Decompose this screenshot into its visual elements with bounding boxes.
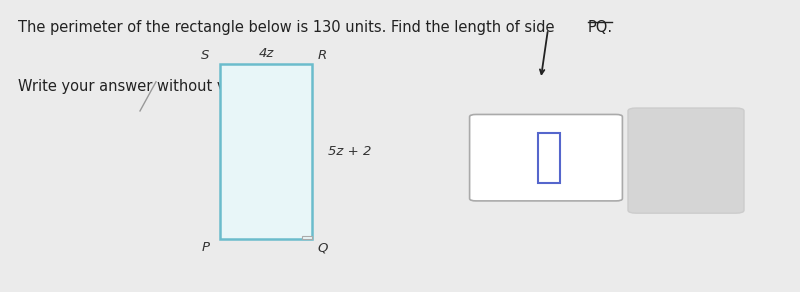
Text: 5z + 2: 5z + 2: [328, 145, 371, 158]
Text: =: =: [510, 150, 531, 165]
Text: P: P: [202, 241, 210, 254]
Bar: [538, 133, 560, 182]
Text: Q: Q: [317, 241, 327, 254]
Text: PQ: PQ: [486, 150, 506, 165]
Text: 4z: 4z: [258, 47, 274, 60]
Text: ×: ×: [664, 152, 678, 170]
Text: Write your answer without variables.: Write your answer without variables.: [18, 79, 288, 94]
FancyBboxPatch shape: [470, 114, 622, 201]
Text: PQ.: PQ.: [588, 20, 613, 35]
Bar: [220, 64, 312, 239]
Text: R: R: [317, 49, 326, 62]
Bar: [302, 236, 312, 239]
Text: The perimeter of the rectangle below is 130 units. Find the length of side: The perimeter of the rectangle below is …: [18, 20, 558, 35]
FancyBboxPatch shape: [628, 108, 744, 213]
Text: ↺: ↺: [709, 152, 723, 170]
Text: S: S: [202, 49, 210, 62]
